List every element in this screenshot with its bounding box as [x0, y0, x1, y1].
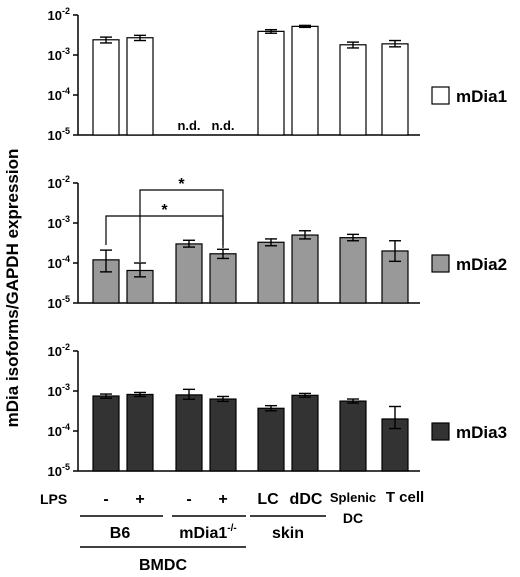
significance-bracket [105, 215, 224, 245]
lps-mark: - [186, 491, 191, 508]
legend-label: mDia2 [456, 255, 507, 274]
significance-marker: * [178, 176, 185, 193]
bar [291, 234, 319, 304]
bar [209, 253, 237, 304]
group-label-bmdc: BMDC [139, 557, 187, 574]
significance-marker: * [161, 202, 168, 219]
legend-label: mDia1 [456, 87, 507, 106]
bar [339, 400, 367, 472]
not-detected-label: n.d. [177, 118, 200, 133]
legend-swatch [431, 422, 450, 441]
y-tick-label: 10-5 [48, 126, 70, 143]
y-tick-label: 10-2 [48, 174, 70, 191]
bar [257, 30, 285, 136]
bar [126, 269, 154, 304]
bar [175, 394, 203, 472]
y-tick-label: 10-2 [48, 342, 70, 359]
bar [175, 243, 203, 304]
not-detected-label: n.d. [211, 118, 234, 133]
y-tick-label: 10-4 [48, 86, 70, 103]
label-splenic-dc: DC [343, 510, 363, 526]
y-tick-label: 10-4 [48, 254, 70, 271]
bar [291, 394, 319, 472]
label-ddc: dDC [290, 491, 323, 508]
lps-mark: + [135, 491, 144, 508]
label-tcell: T cell [386, 489, 424, 506]
y-tick-label: 10-5 [48, 294, 70, 311]
panel-mdia2: 10-2 10-3 10-4 10-5 * * mDia2 [48, 174, 508, 311]
group-label-b6: B6 [110, 525, 131, 542]
label-splenic: Splenic [330, 490, 376, 505]
significance-bracket [139, 189, 224, 262]
panel-mdia3: 10-2 10-3 10-4 10-5 mDia3 [48, 342, 508, 479]
bar [257, 241, 285, 304]
lps-label: LPS [40, 491, 67, 507]
y-tick-label: 10-2 [48, 6, 70, 23]
y-axis-title: mDia isoforms/GAPDH expression [3, 149, 22, 428]
bar [92, 395, 120, 472]
lps-mark: - [103, 491, 108, 508]
label-skin: skin [272, 525, 304, 542]
label-lc: LC [257, 491, 279, 508]
legend-label: mDia3 [456, 423, 507, 442]
y-tick-label: 10-5 [48, 462, 70, 479]
group-label-mdia1: mDia1-/- [179, 523, 236, 542]
legend-swatch [431, 86, 450, 105]
legend-swatch [431, 254, 450, 273]
y-tick-label: 10-3 [48, 46, 70, 63]
y-tick-label: 10-4 [48, 422, 70, 439]
bar [209, 398, 237, 472]
y-tick-label: 10-3 [48, 382, 70, 399]
bar [339, 237, 367, 304]
bar [257, 407, 285, 472]
panel-mdia1: 10-2 10-3 10-4 10-5 n.d. n.d. mDia1 [48, 6, 508, 143]
bar [339, 44, 367, 136]
bar [92, 39, 120, 136]
bar [291, 25, 319, 136]
y-tick-label: 10-3 [48, 214, 70, 231]
bar [381, 43, 409, 136]
bar [126, 37, 154, 136]
lps-mark: + [218, 491, 227, 508]
bar [126, 393, 154, 472]
